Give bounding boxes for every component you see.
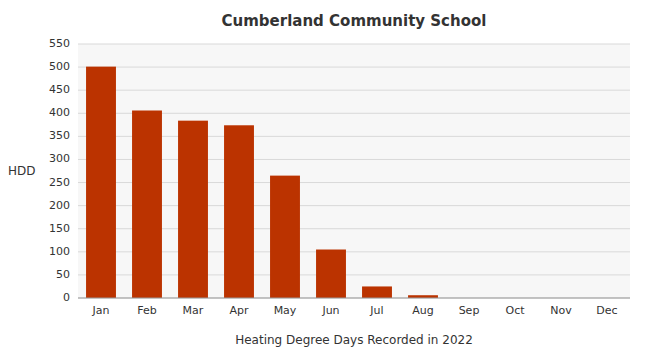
x-tick-label: Aug: [412, 304, 433, 317]
chart-svg: 0 50 100 150 200 250 300 350 400 450 500 550 Jan Feb M…: [0, 0, 650, 360]
bar: [86, 67, 116, 298]
y-tick-label: 550: [49, 37, 70, 50]
y-tick-label: 100: [49, 245, 70, 258]
y-ticks: 0 50 100 150 200 250 300 350 400 450 500 550: [49, 37, 70, 304]
x-ticks: Jan Feb Mar Apr May Jun Jul Aug Sep Oct Nov Dec: [92, 304, 618, 317]
x-tick-label: Jun: [321, 304, 339, 317]
bar: [316, 250, 346, 298]
y-grid: [78, 44, 630, 298]
x-axis-label: Heating Degree Days Recorded in 2022: [235, 333, 473, 347]
bar: [178, 121, 208, 298]
bar: [224, 125, 254, 298]
y-tick-label: 300: [49, 152, 70, 165]
x-axis-line: [78, 298, 630, 299]
grid-line: [78, 90, 630, 91]
x-tick-label: Dec: [596, 304, 617, 317]
y-tick-label: 250: [49, 176, 70, 189]
grid-line: [78, 44, 630, 45]
x-tick-label: Jan: [92, 304, 110, 317]
y-tick-label: 150: [49, 222, 70, 235]
x-tick-label: Jul: [369, 304, 383, 317]
chart-title: Cumberland Community School: [222, 12, 487, 30]
y-tick-label: 200: [49, 199, 70, 212]
bars: [86, 67, 438, 298]
x-tick-label: Oct: [505, 304, 525, 317]
y-tick-label: 400: [49, 106, 70, 119]
y-tick-label: 0: [63, 291, 70, 304]
y-tick-label: 450: [49, 83, 70, 96]
bar: [362, 286, 392, 298]
x-tick-label: Nov: [550, 304, 572, 317]
bar: [270, 176, 300, 298]
x-tick-label: Feb: [137, 304, 156, 317]
y-tick-label: 500: [49, 60, 70, 73]
y-tick-label: 350: [49, 129, 70, 142]
plot-area: [78, 44, 630, 298]
x-tick-label: Sep: [459, 304, 480, 317]
bar: [132, 111, 162, 298]
x-tick-label: May: [274, 304, 297, 317]
x-tick-label: Mar: [183, 304, 204, 317]
grid-line: [78, 67, 630, 68]
grid-line: [78, 298, 630, 299]
chart-container: 0 50 100 150 200 250 300 350 400 450 500 550 Jan Feb M…: [0, 0, 650, 360]
y-tick-label: 50: [56, 268, 70, 281]
y-axis-label: HDD: [8, 164, 36, 178]
x-tick-label: Apr: [229, 304, 249, 317]
